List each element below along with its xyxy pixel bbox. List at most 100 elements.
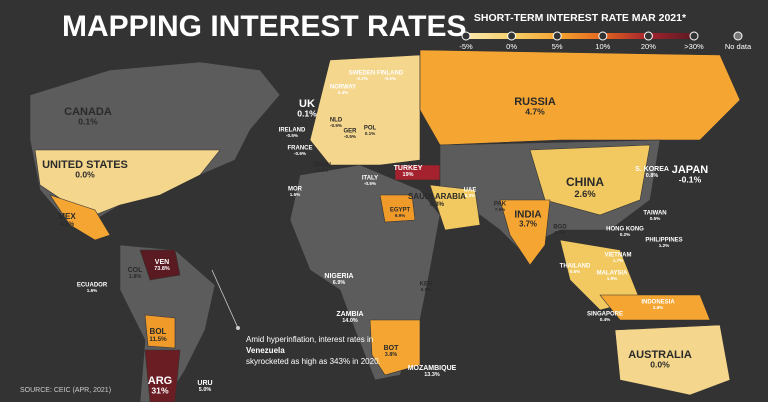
country-name: TURKEY [394,165,423,172]
country-value: 13.3% [424,372,440,378]
country-name: SPAIN [313,163,331,169]
legend-label: 0% [506,42,517,51]
legend-stop [507,31,517,41]
country-value: 1.9% [607,276,618,281]
country-value: 7.6% [495,207,506,212]
legend-label: -5% [459,42,473,51]
country-value: 4.2% [60,221,75,228]
country-value: 1.8% [129,274,142,280]
country-value: 9.9% [395,213,406,218]
country-name: ZAMBIA [336,311,363,318]
country-value: 0.0% [75,170,95,180]
country-value: 2.6% [574,189,596,199]
country-value: 19% [403,172,414,178]
country-value: -0.5% [316,168,329,173]
country-value: 3.8% [385,352,398,358]
country-value: 31% [151,386,169,396]
country-value: 6.9% [333,280,346,286]
country-name: RUSSIA [514,96,556,108]
annotation-text: skyrocketed as high as 343% in 2020. [246,357,381,366]
country-name: PHILIPPINES [645,238,682,244]
country-value: 0.3% [465,193,476,198]
country-name: INDONESIA [641,300,675,306]
title: MAPPING INTEREST RATES [62,10,466,43]
annotation: Amid hyperinflation, interest rates in V… [246,335,381,366]
country-value: 3.7% [519,220,537,229]
country-value: 5.0% [199,387,212,393]
country-name: HONG KONG [606,227,644,233]
country-name: S. KOREA [635,166,669,173]
country-value: 0.7% [555,230,566,235]
annotation-leader [211,269,239,329]
country-name: ECUADOR [77,283,108,289]
country-value: 14.0% [342,318,358,324]
country-value: 0.5% [650,216,661,221]
legend-stop [461,31,471,41]
country-value: -0.5% [344,134,357,139]
country-name: POL [364,126,377,132]
legend-label: 10% [595,42,610,51]
country-value: 0.8% [646,173,659,179]
legend-stop [733,31,743,41]
country-name: UNITED STATES [42,159,128,171]
country-value: -0.1% [679,175,702,185]
country-name: IRELAND [279,128,306,134]
country-name: THAILAND [560,264,591,270]
country-name: TAIWAN [643,211,666,217]
country-value: 1.2% [659,243,670,248]
country-value: -0.5% [384,76,397,81]
source: SOURCE: CEIC (APR, 2021) [20,387,111,394]
country-name: UAE [464,188,477,194]
country-value: 0.4% [338,90,349,95]
country-value: 4.7% [525,107,545,117]
annotation-text: Amid hyperinflation, interest rates in [246,335,373,344]
country-value: 0.1% [365,131,376,136]
country-value: -0.5% [286,133,299,138]
country-value: 0.2% [620,232,631,237]
country-value: -0.2% [356,76,369,81]
country-value: -0.5% [364,181,377,186]
country-name: FRANCE [288,146,313,152]
legend-bar [466,33,694,39]
country-value: 1.5% [290,192,301,197]
country-name: KEN [420,282,433,288]
country-name: NORWAY [330,85,356,91]
country-name: AUSTRALIA [628,349,692,361]
country-value: 73.8% [154,266,170,272]
country-name: BOT [384,345,400,352]
country-value: -0.6% [294,151,307,156]
annotation-dot [236,326,240,330]
country-name: VIETNAM [605,253,632,259]
legend-title: SHORT-TERM INTEREST RATE MAR 2021* [474,12,687,24]
land [29,49,741,402]
country-name: URU [197,380,212,387]
country-value: 0.8% [430,201,445,208]
country-name: COL [128,267,144,274]
legend-stop [689,31,699,41]
country-name: UK [299,98,315,110]
country-value: 0.0% [650,360,670,370]
country-value: 1.6% [87,288,98,293]
country-value: -0.5% [330,123,343,128]
country-name: MALAYSIA [597,271,628,277]
country-name: ITALY [362,176,378,182]
country-value: 1.7% [613,258,624,263]
country-name: EGYPT [390,208,411,214]
country-name: BOL [150,327,167,336]
country-value: 3.8% [653,305,664,310]
country-value: 0.1% [78,117,98,127]
country-name: SWEDEN [349,71,375,77]
country-name: ARG [148,375,172,387]
country-name: INDIA [514,210,541,221]
legend-stop [552,31,562,41]
country-name: NIGERIA [324,273,353,280]
legend-stop [643,31,653,41]
country-name: BGD [553,225,567,231]
country-name: SINGAPORE [587,312,623,318]
country-name: VEN [155,259,169,266]
country-name: MOR [288,187,303,193]
country-name: MOZAMBIQUE [408,365,457,372]
country-value: 0.1% [297,109,317,119]
